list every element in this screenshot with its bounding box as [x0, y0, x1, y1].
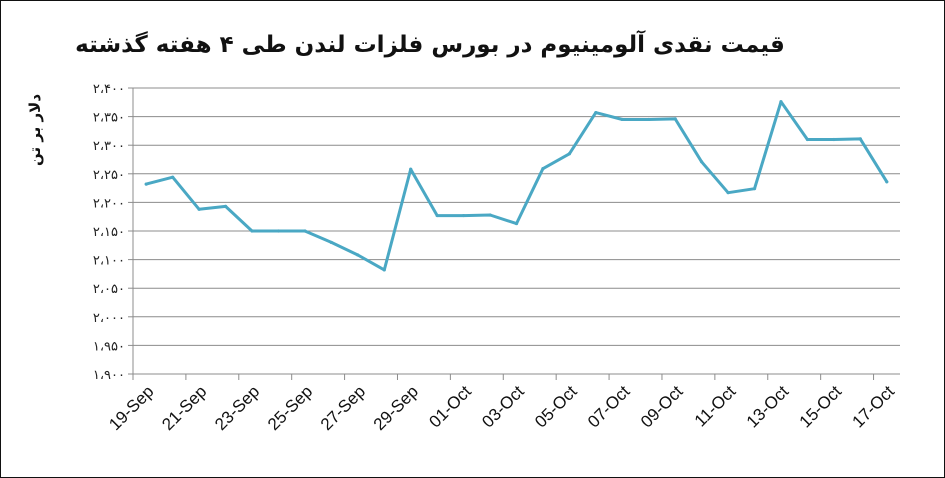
grid-lines [133, 87, 900, 346]
y-tick-label: ۱،۹۰۰ [93, 368, 125, 383]
data-point [223, 204, 228, 209]
data-point [594, 110, 598, 115]
x-tick-label: 19-Sep [105, 382, 157, 434]
x-tick-label: 21-Sep [158, 382, 210, 434]
data-point [673, 117, 677, 121]
y-tick-label: ۲،۳۵۰ [93, 111, 125, 126]
x-tick-label: 01-Oct [425, 382, 475, 432]
data-point [303, 229, 307, 233]
y-tick-label: ۲،۲۰۰ [93, 196, 125, 211]
x-axis-ticks: 19-Sep 21-Sep 23-Sep 25-Sep 27-Sep 29-Sep 01-O… [105, 374, 898, 434]
y-tick-label: ۲،۳۰۰ [93, 139, 125, 154]
data-point [144, 182, 148, 186]
data-point [647, 117, 651, 122]
y-tick-label: ۱،۹۵۰ [93, 339, 125, 354]
data-point [726, 191, 730, 195]
data-point [514, 221, 519, 226]
series-line [144, 100, 889, 272]
y-tick-label: ۲،۲۵۰ [93, 168, 125, 183]
y-tick-label: ۲،۱۵۰ [93, 225, 125, 240]
x-tick-label: 09-Oct [637, 382, 687, 432]
x-tick-label: 13-Oct [743, 382, 793, 432]
data-point [700, 160, 704, 164]
x-tick-label: 17-Oct [849, 382, 899, 432]
y-axis-label: دلار بر تن [26, 94, 44, 166]
x-tick-label: 05-Oct [531, 382, 581, 432]
y-tick-label: ۲،۰۰۰ [93, 311, 125, 326]
x-tick-label: 25-Sep [264, 382, 316, 434]
data-point [752, 187, 757, 191]
x-tick-label: 29-Sep [370, 382, 422, 434]
y-axis-ticks: ۱،۹۰۰ ۱،۹۵۰ ۲،۰۰۰ ۲،۰۵۰ ۲،۱۰۰ ۲،۱۵۰ ۲،۲۰۰ ۲،۲۵۰… [93, 82, 133, 383]
y-tick-label: ۲،۱۰۰ [93, 254, 125, 269]
series-layer [144, 100, 889, 272]
data-point [276, 229, 281, 233]
x-tick-label: 11-Oct [691, 382, 740, 431]
y-tick-label: ۲،۴۰۰ [93, 82, 125, 97]
chart-title: قیمت نقدی آلومینیوم در بورس فلزات لندن ط… [75, 29, 785, 58]
data-point [832, 137, 836, 142]
x-tick-label: 15-Oct [796, 382, 846, 432]
data-point [409, 167, 413, 171]
data-point [885, 180, 889, 184]
data-point [382, 268, 386, 272]
data-point [567, 152, 571, 156]
data-point [779, 100, 783, 104]
data-point [435, 213, 439, 218]
data-point [171, 175, 175, 179]
x-tick-label: 03-Oct [478, 382, 528, 432]
data-point [620, 117, 624, 122]
data-point [858, 137, 862, 141]
data-point [541, 167, 545, 171]
data-point [329, 240, 333, 245]
data-point [250, 229, 254, 233]
data-point [197, 207, 201, 211]
data-point [356, 253, 360, 257]
data-point [462, 213, 466, 218]
x-tick-label: 27-Sep [317, 382, 369, 434]
data-point [488, 213, 492, 217]
y-tick-label: ۲،۰۵۰ [93, 282, 125, 297]
data-point [805, 137, 810, 142]
x-tick-label: 23-Sep [211, 382, 263, 434]
x-tick-label: 07-Oct [584, 382, 634, 432]
